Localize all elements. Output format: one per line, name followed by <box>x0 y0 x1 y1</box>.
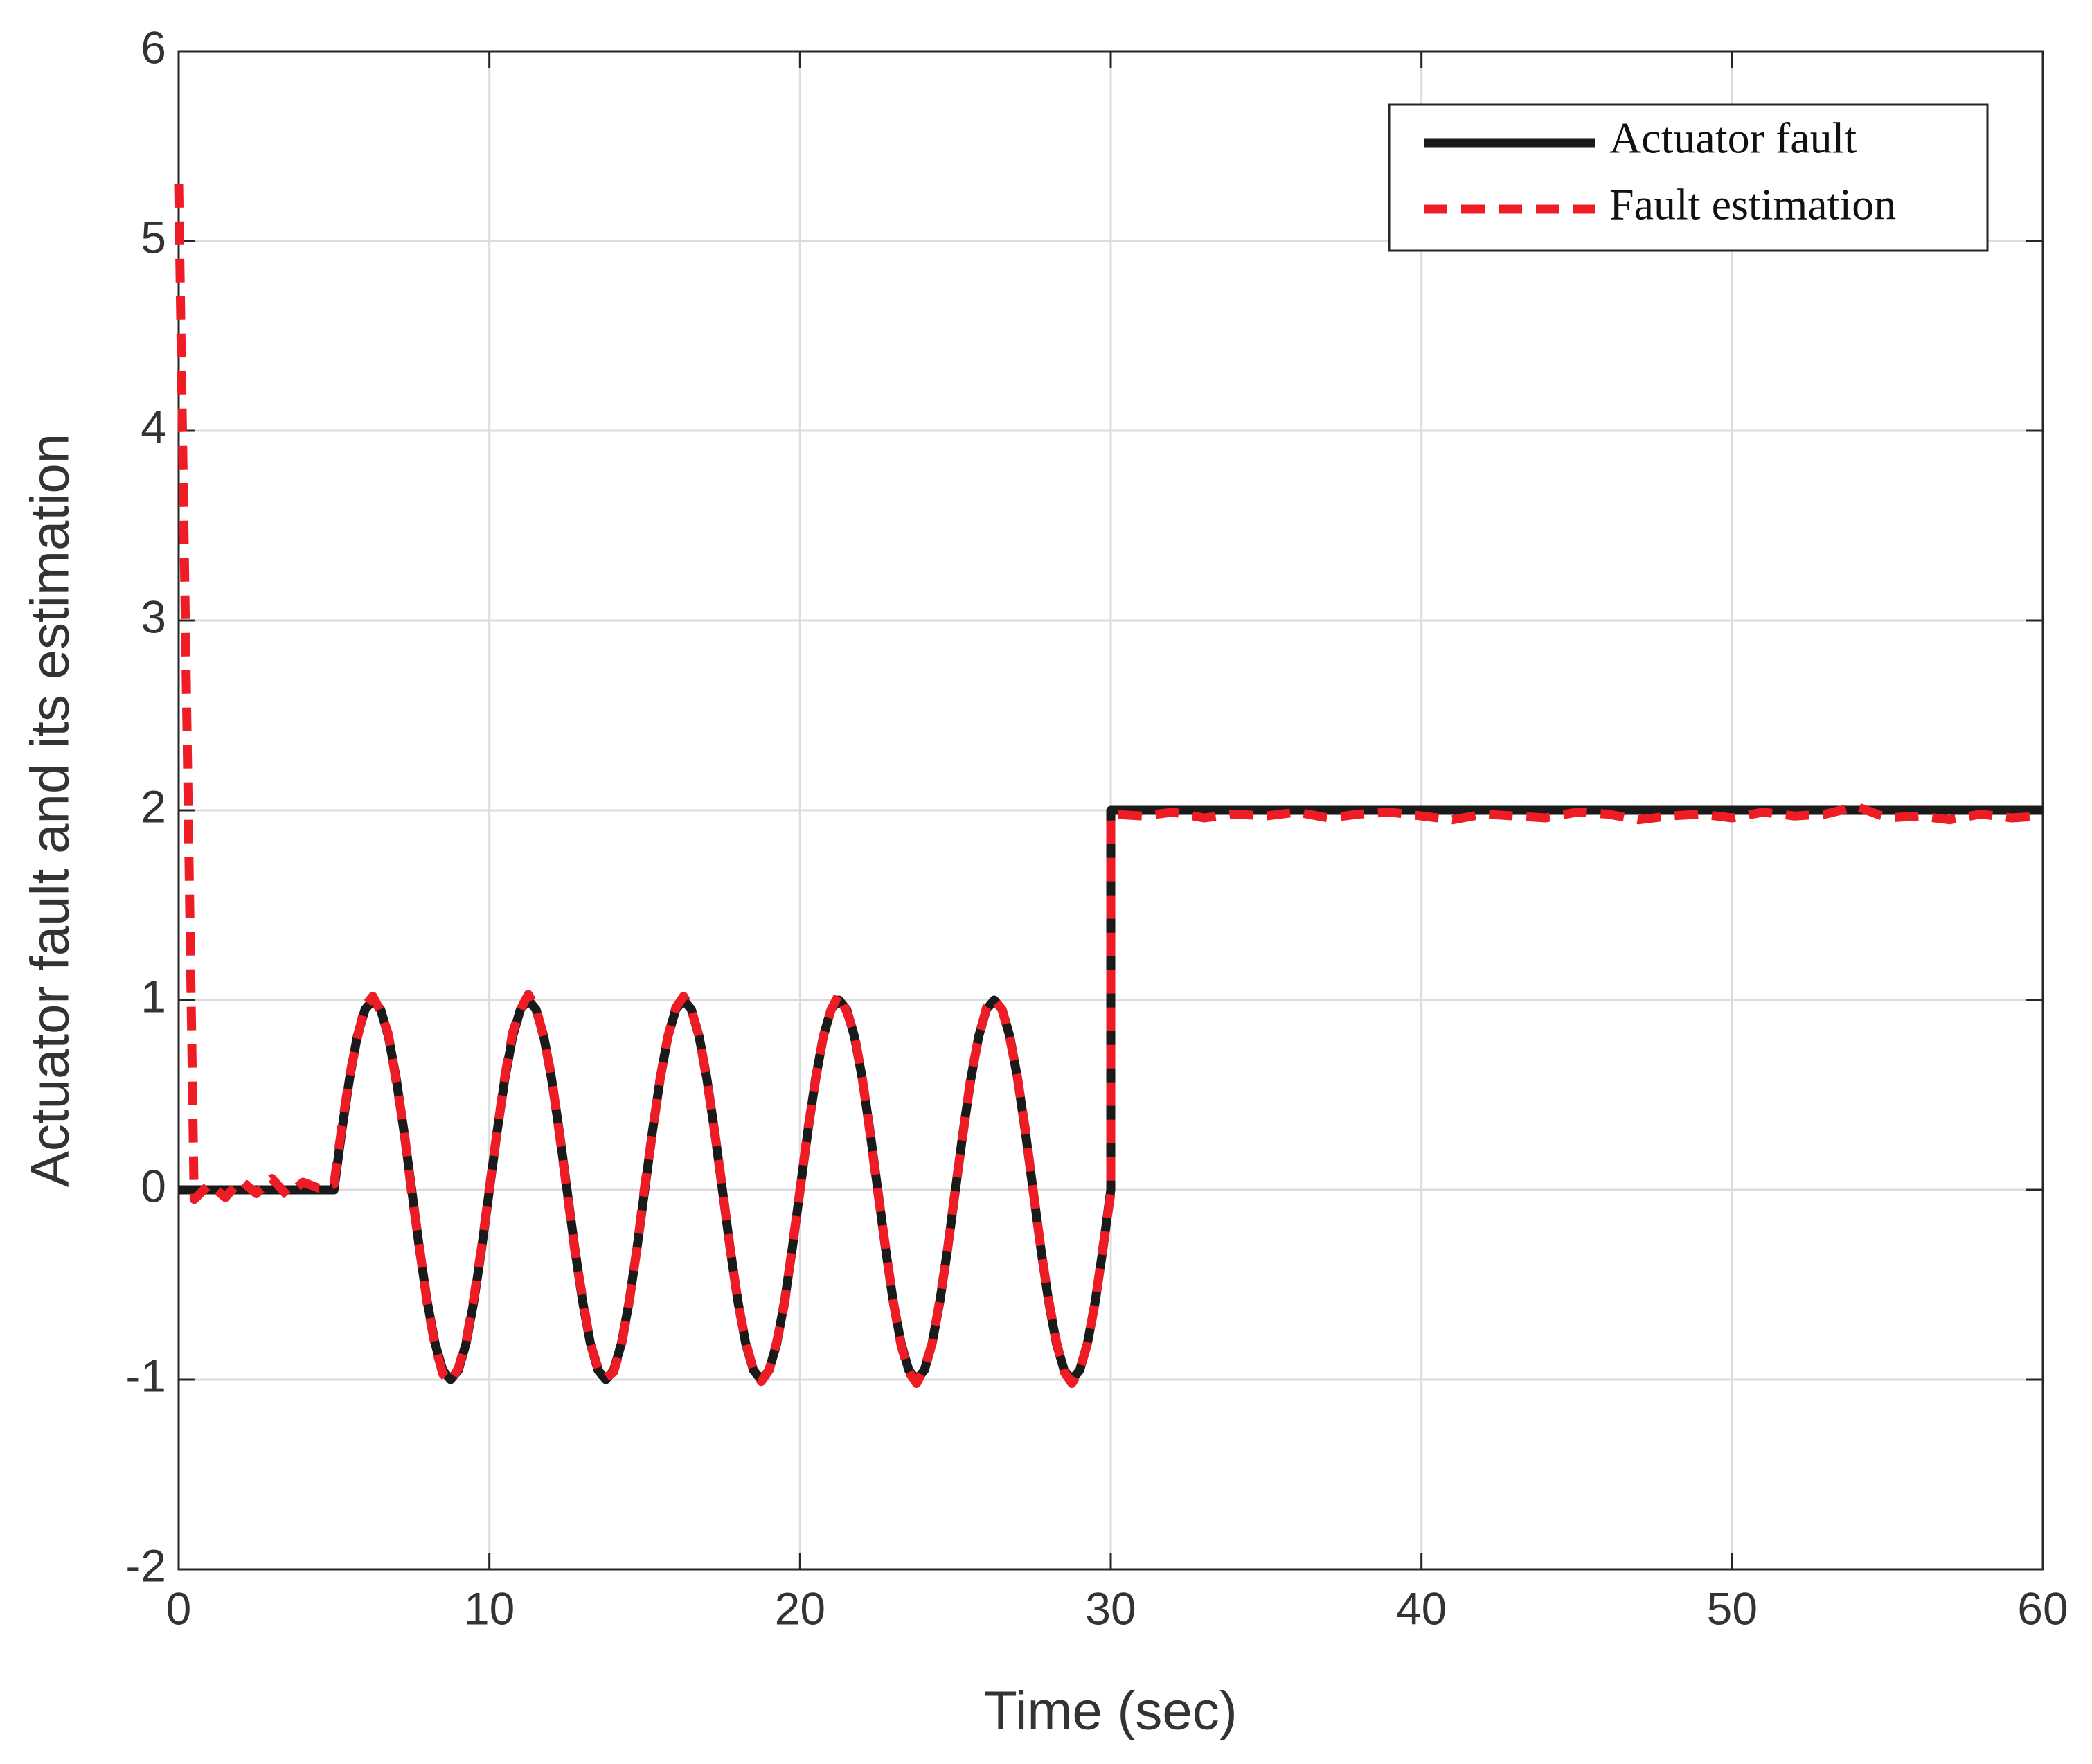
x-tick-label: 20 <box>775 1583 825 1634</box>
x-axis-label: Time (sec) <box>984 1680 1237 1741</box>
y-tick-label: 4 <box>141 401 166 452</box>
x-tick-label: 40 <box>1396 1583 1447 1634</box>
y-tick-label: 3 <box>141 591 166 642</box>
x-tick-label: 30 <box>1085 1583 1136 1634</box>
x-tick-label: 0 <box>166 1583 192 1634</box>
y-axis-label: Actuator fault and its estimation <box>19 434 80 1187</box>
x-tick-label: 50 <box>1707 1583 1758 1634</box>
x-tick-label: 60 <box>2017 1583 2068 1634</box>
y-tick-label: -2 <box>125 1540 166 1591</box>
y-tick-label: 0 <box>141 1160 166 1211</box>
y-tick-label: -1 <box>125 1350 166 1401</box>
legend-label: Fault estimation <box>1609 180 1896 229</box>
y-tick-label: 1 <box>141 970 166 1022</box>
y-tick-label: 6 <box>141 21 166 73</box>
legend-label: Actuator fault <box>1609 114 1857 163</box>
legend-box <box>1388 103 1989 252</box>
series-line <box>174 184 2044 1388</box>
y-tick-label: 5 <box>141 211 166 262</box>
y-tick-label: 2 <box>141 781 166 832</box>
x-tick-label: 10 <box>464 1583 515 1634</box>
